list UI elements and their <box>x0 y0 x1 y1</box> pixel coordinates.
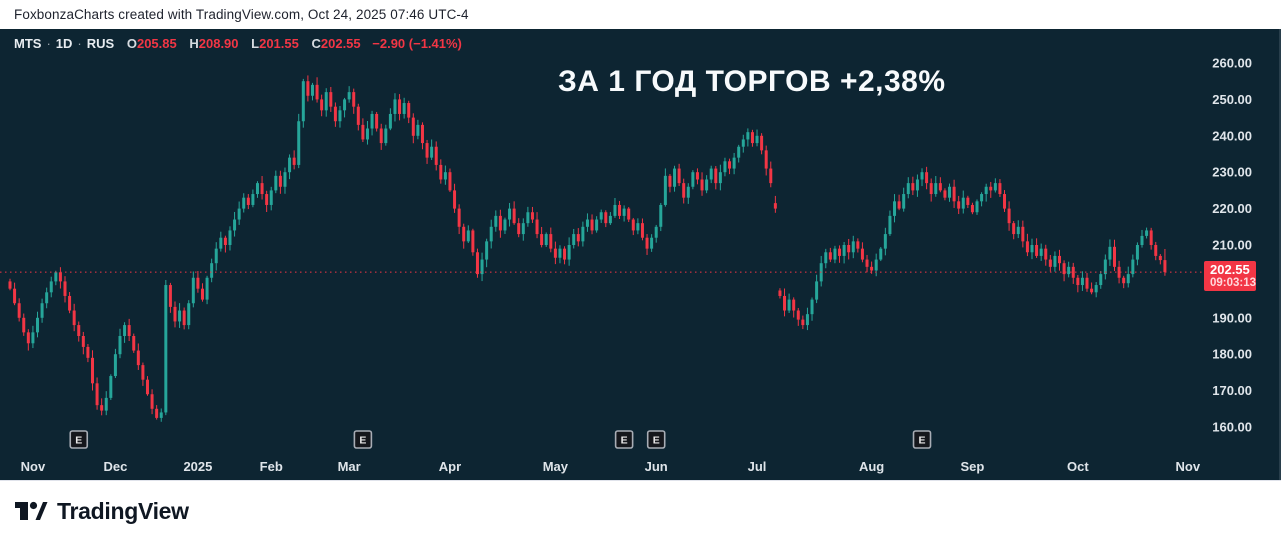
price-tick-label: 180.00 <box>1212 347 1252 362</box>
price-tick-label: 250.00 <box>1212 92 1252 107</box>
last-price-value: 202.55 <box>1210 262 1250 277</box>
high-label: H <box>189 36 199 51</box>
close-label: C <box>311 36 321 51</box>
footer-bar: TradingView <box>0 480 1281 541</box>
price-tick-label: 160.00 <box>1212 420 1252 435</box>
price-tick-label: 170.00 <box>1212 383 1252 398</box>
attribution-bar: FoxbonzaCharts created with TradingView.… <box>0 0 1281 29</box>
high-value: 208.90 <box>198 36 239 51</box>
price-tick-label: 260.00 <box>1212 56 1252 71</box>
tradingview-logo[interactable] <box>14 497 48 525</box>
bar-countdown: 09:03:13 <box>1210 277 1257 289</box>
legend-separator: · <box>46 36 51 51</box>
time-tick-label: Jul <box>748 459 767 474</box>
time-tick-label: 2025 <box>183 459 212 474</box>
svg-text:E: E <box>359 435 366 447</box>
time-axis[interactable]: Nov Dec 2025 Feb Mar Apr May Jun Jul Aug Sep Oct Nov <box>21 459 1201 474</box>
time-tick-label: Apr <box>439 459 461 474</box>
candlestick-chart[interactable]: 260.00 250.00 240.00 230.00 220.00 210.00 190.… <box>0 29 1279 480</box>
svg-text:E: E <box>75 435 82 447</box>
svg-text:E: E <box>919 435 926 447</box>
price-tick-label: 210.00 <box>1212 238 1252 253</box>
last-price-label[interactable]: 202.55 09:03:13 <box>1204 261 1256 291</box>
annotation-headline: ЗА 1 ГОД ТОРГОВ +2,38% <box>558 65 946 98</box>
chart-area: MTS · 1D · RUS O205.85 H208.90 L201.55 C202.… <box>0 29 1281 480</box>
price-tick-label: 190.00 <box>1212 310 1252 325</box>
earnings-icon[interactable]: E <box>614 430 634 449</box>
low-value: 201.55 <box>259 36 299 51</box>
earnings-icon[interactable]: E <box>353 430 373 449</box>
time-tick-label: Aug <box>859 459 884 474</box>
svg-text:E: E <box>653 435 660 447</box>
earnings-icon[interactable]: E <box>646 430 666 449</box>
close-value: 202.55 <box>320 36 361 51</box>
candles-layer[interactable] <box>8 75 1167 422</box>
earnings-icon[interactable]: E <box>912 430 932 449</box>
time-tick-label: Oct <box>1067 459 1089 474</box>
symbol-name[interactable]: MTS <box>14 36 42 51</box>
attribution-text: FoxbonzaCharts created with TradingView.… <box>14 7 469 22</box>
time-tick-label: Jun <box>645 459 668 474</box>
time-tick-label: Mar <box>338 459 361 474</box>
legend-separator: · <box>77 36 82 51</box>
time-tick-label: Nov <box>21 459 46 474</box>
svg-text:E: E <box>621 435 628 447</box>
exchange-label: RUS <box>86 36 115 51</box>
earnings-icon[interactable]: E <box>69 430 89 449</box>
open-value: 205.85 <box>136 36 177 51</box>
open-label: O <box>126 36 137 51</box>
low-label: L <box>251 36 260 51</box>
price-tick-label: 240.00 <box>1212 128 1252 143</box>
price-axis[interactable]: 260.00 250.00 240.00 230.00 220.00 210.00 190.… <box>1212 56 1252 435</box>
tradingview-wordmark: TradingView <box>57 497 189 524</box>
time-tick-label: Feb <box>260 459 283 474</box>
time-tick-label: Sep <box>961 459 985 474</box>
price-tick-label: 220.00 <box>1212 201 1252 216</box>
time-tick-label: Dec <box>103 459 127 474</box>
symbol-legend[interactable]: MTS · 1D · RUS O205.85 H208.90 L201.55 C202.… <box>14 36 462 51</box>
price-tick-label: 230.00 <box>1212 165 1252 180</box>
interval-label[interactable]: 1D <box>55 36 73 51</box>
time-tick-label: May <box>543 459 569 474</box>
change-value: −2.90 (−1.41%) <box>372 36 462 51</box>
time-tick-label: Nov <box>1176 459 1201 474</box>
